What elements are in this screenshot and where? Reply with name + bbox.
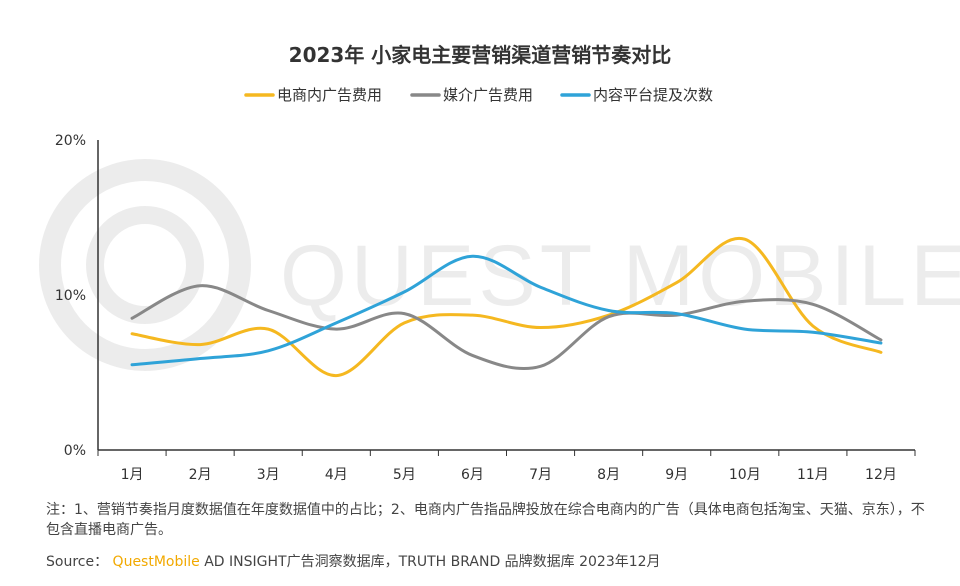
series-line-1: [130, 236, 883, 378]
axes: 20% 10% 0% 1月 2月 3月 4月 5月 6月 7月 8月 9月 10月 11月 12月: [55, 133, 916, 483]
series-line-3: [130, 254, 883, 367]
x-tick-label: 7月: [529, 467, 552, 483]
legend: 电商内广告费用 媒介广告费用 内容平台提及次数: [244, 86, 713, 104]
x-tick-label: 2月: [189, 467, 212, 483]
legend-label: 媒介广告费用: [443, 86, 533, 104]
x-tick-label: 5月: [393, 467, 416, 483]
x-tick-label: 3月: [257, 467, 280, 483]
source-rest: AD INSIGHT广告洞察数据库，TRUTH BRAND 品牌数据库 2023…: [199, 554, 661, 570]
x-tick-label: 12月: [865, 467, 897, 483]
x-tick-label: 4月: [325, 467, 348, 483]
x-tick-label: 9月: [665, 467, 688, 483]
source-brand: QuestMobile: [112, 554, 200, 570]
y-tick-label: 0%: [64, 443, 86, 459]
x-tick-label: 11月: [797, 467, 829, 483]
x-tick-label: 6月: [461, 467, 484, 483]
series-line-2: [130, 284, 883, 371]
watermark-text: QUEST MOBILE: [280, 228, 960, 324]
chart-title: 2023年 小家电主要营销渠道营销节奏对比: [289, 43, 672, 67]
x-tick-label: 8月: [597, 467, 620, 483]
legend-label: 电商内广告费用: [277, 86, 382, 104]
footnote: 注：1、营销节奏指月度数据值在年度数据值中的占比；2、电商内广告指品牌投放在综合…: [46, 502, 925, 538]
y-tick-label: 20%: [55, 133, 86, 149]
legend-label: 内容平台提及次数: [593, 86, 713, 104]
x-tick-label: 10月: [729, 467, 761, 483]
series-layer: [130, 236, 883, 378]
source-label: Source：: [46, 554, 109, 570]
source-line: Source： QuestMobile AD INSIGHT广告洞察数据库，TR…: [46, 552, 926, 572]
x-tick-label: 1月: [121, 467, 144, 483]
watermark: QUEST MOBILE: [39, 159, 960, 371]
y-tick-label: 10%: [55, 288, 86, 304]
